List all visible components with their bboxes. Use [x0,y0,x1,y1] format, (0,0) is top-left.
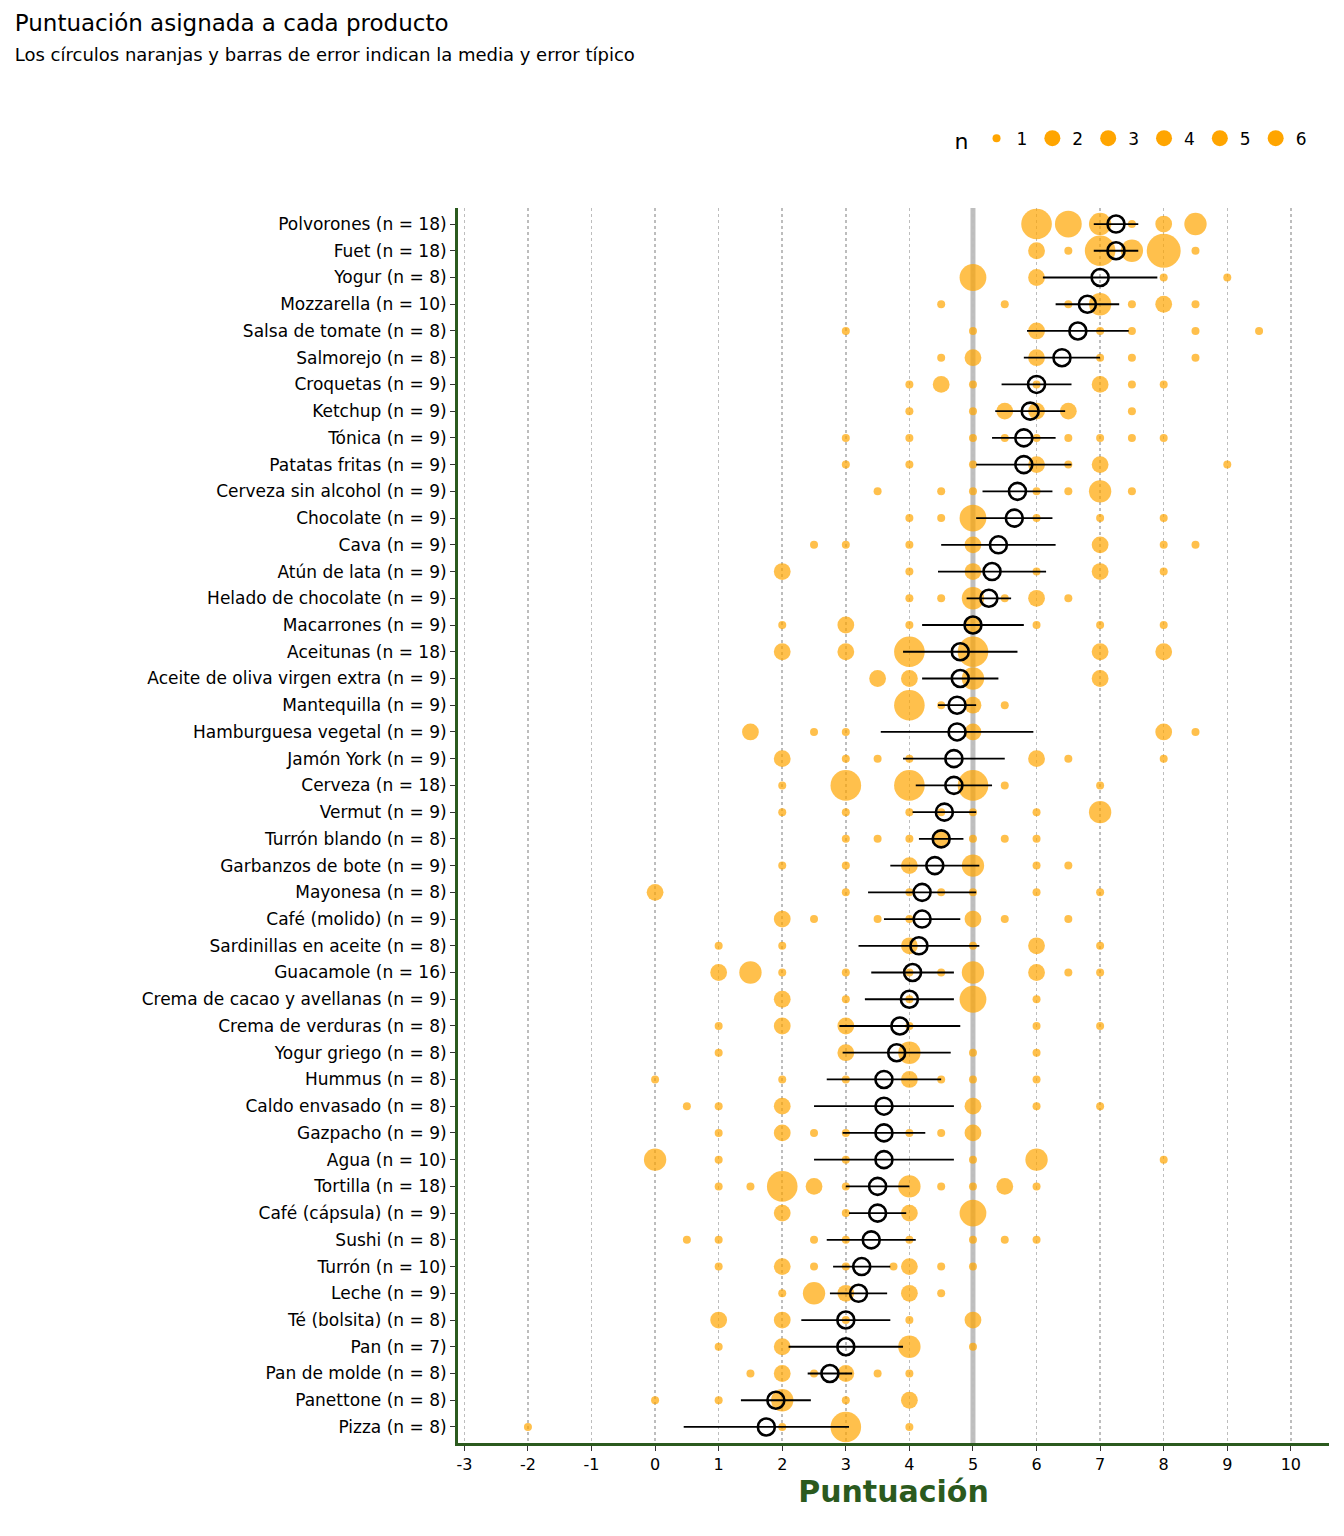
svg-text:Polvorones (n = 18): Polvorones (n = 18) [278,214,446,234]
svg-text:Pizza (n = 8): Pizza (n = 8) [338,1417,446,1437]
svg-text:Aceitunas (n = 18): Aceitunas (n = 18) [287,642,446,662]
svg-text:9: 9 [1222,1455,1232,1474]
svg-text:Hummus (n = 8): Hummus (n = 8) [305,1069,447,1089]
svg-text:Puntuación asignada a cada pro: Puntuación asignada a cada productoLos c… [15,10,635,65]
svg-text:-2: -2 [520,1455,536,1474]
svg-text:8: 8 [1159,1455,1169,1474]
svg-text:Aceite de oliva virgen extra (: Aceite de oliva virgen extra (n = 9) [147,668,446,688]
svg-text:Pan de molde (n = 8): Pan de molde (n = 8) [266,1363,447,1383]
svg-text:Cerveza (n = 18): Cerveza (n = 18) [301,775,446,795]
svg-text:Sardinillas en aceite (n = 8): Sardinillas en aceite (n = 8) [210,936,447,956]
svg-text:Gazpacho (n = 9): Gazpacho (n = 9) [297,1123,447,1143]
svg-text:Fuet (n = 18): Fuet (n = 18) [334,241,447,261]
svg-text:6: 6 [1296,129,1307,149]
svg-text:Crema de verduras (n = 8): Crema de verduras (n = 8) [218,1016,446,1036]
svg-text:Cerveza sin alcohol (n = 9): Cerveza sin alcohol (n = 9) [216,481,446,501]
svg-text:1: 1 [1017,129,1028,149]
svg-text:-1: -1 [584,1455,600,1474]
svg-text:5: 5 [1240,129,1251,149]
svg-text:10: 10 [1281,1455,1301,1474]
svg-text:Ketchup (n = 9): Ketchup (n = 9) [312,401,446,421]
svg-text:6: 6 [1031,1455,1041,1474]
svg-text:Garbanzos de bote (n = 9): Garbanzos de bote (n = 9) [220,856,446,876]
svg-text:Guacamole (n = 16): Guacamole (n = 16) [274,962,446,982]
svg-text:Tortilla (n = 18): Tortilla (n = 18) [313,1176,446,1196]
svg-text:3: 3 [1128,129,1139,149]
svg-text:Salsa de tomate (n = 8): Salsa de tomate (n = 8) [243,321,447,341]
svg-text:Sushi (n = 8): Sushi (n = 8) [335,1230,446,1250]
svg-text:Patatas fritas (n = 9): Patatas fritas (n = 9) [269,455,446,475]
svg-text:Mantequilla (n = 9): Mantequilla (n = 9) [282,695,446,715]
svg-text:Croquetas (n = 9): Croquetas (n = 9) [294,374,446,394]
svg-text:Tónica (n = 9): Tónica (n = 9) [327,428,446,448]
svg-text:3: 3 [841,1455,851,1474]
svg-text:Té (bolsita) (n = 8): Té (bolsita) (n = 8) [287,1310,447,1330]
svg-text:Turrón blando (n = 8): Turrón blando (n = 8) [264,829,447,849]
svg-text:Atún de lata (n = 9): Atún de lata (n = 9) [277,562,446,582]
svg-text:4: 4 [904,1455,914,1474]
svg-text:Panettone (n = 8): Panettone (n = 8) [295,1390,446,1410]
svg-text:Vermut (n = 9): Vermut (n = 9) [320,802,447,822]
svg-text:Puntuación: Puntuación [798,1474,989,1509]
svg-text:Mozzarella (n = 10): Mozzarella (n = 10) [280,294,446,314]
svg-text:Pan (n = 7): Pan (n = 7) [351,1337,447,1357]
svg-text:Turrón (n = 10): Turrón (n = 10) [316,1257,446,1277]
svg-text:Mayonesa (n = 8): Mayonesa (n = 8) [295,882,446,902]
svg-text:Chocolate (n = 9): Chocolate (n = 9) [296,508,446,528]
svg-text:1: 1 [714,1455,724,1474]
svg-text:-3: -3 [456,1455,472,1474]
svg-text:Crema de cacao y avellanas (n: Crema de cacao y avellanas (n = 9) [142,989,447,1009]
svg-text:0: 0 [650,1455,660,1474]
svg-text:Helado de chocolate (n = 9): Helado de chocolate (n = 9) [207,588,446,608]
svg-text:2: 2 [1072,129,1083,149]
svg-text:Cava (n = 9): Cava (n = 9) [339,535,447,555]
svg-text:5: 5 [968,1455,978,1474]
svg-text:Café (molido) (n = 9): Café (molido) (n = 9) [266,909,446,929]
svg-text:Café (cápsula) (n = 9): Café (cápsula) (n = 9) [259,1203,447,1223]
svg-text:Caldo envasado (n = 8): Caldo envasado (n = 8) [245,1096,446,1116]
svg-text:Yogur griego (n = 8): Yogur griego (n = 8) [274,1043,447,1063]
svg-text:7: 7 [1095,1455,1105,1474]
svg-text:Macarrones (n = 9): Macarrones (n = 9) [283,615,447,635]
svg-text:Leche (n = 9): Leche (n = 9) [331,1283,447,1303]
svg-text:Hamburguesa vegetal (n = 9): Hamburguesa vegetal (n = 9) [193,722,447,742]
svg-text:4: 4 [1184,129,1195,149]
svg-text:Jamón York (n = 9): Jamón York (n = 9) [286,749,446,769]
svg-text:Yogur (n = 8): Yogur (n = 8) [333,267,446,287]
svg-text:Agua (n = 10): Agua (n = 10) [327,1150,447,1170]
svg-text:Salmorejo (n = 8): Salmorejo (n = 8) [296,348,446,368]
svg-text:2: 2 [777,1455,787,1474]
svg-text:n: n [955,129,969,154]
